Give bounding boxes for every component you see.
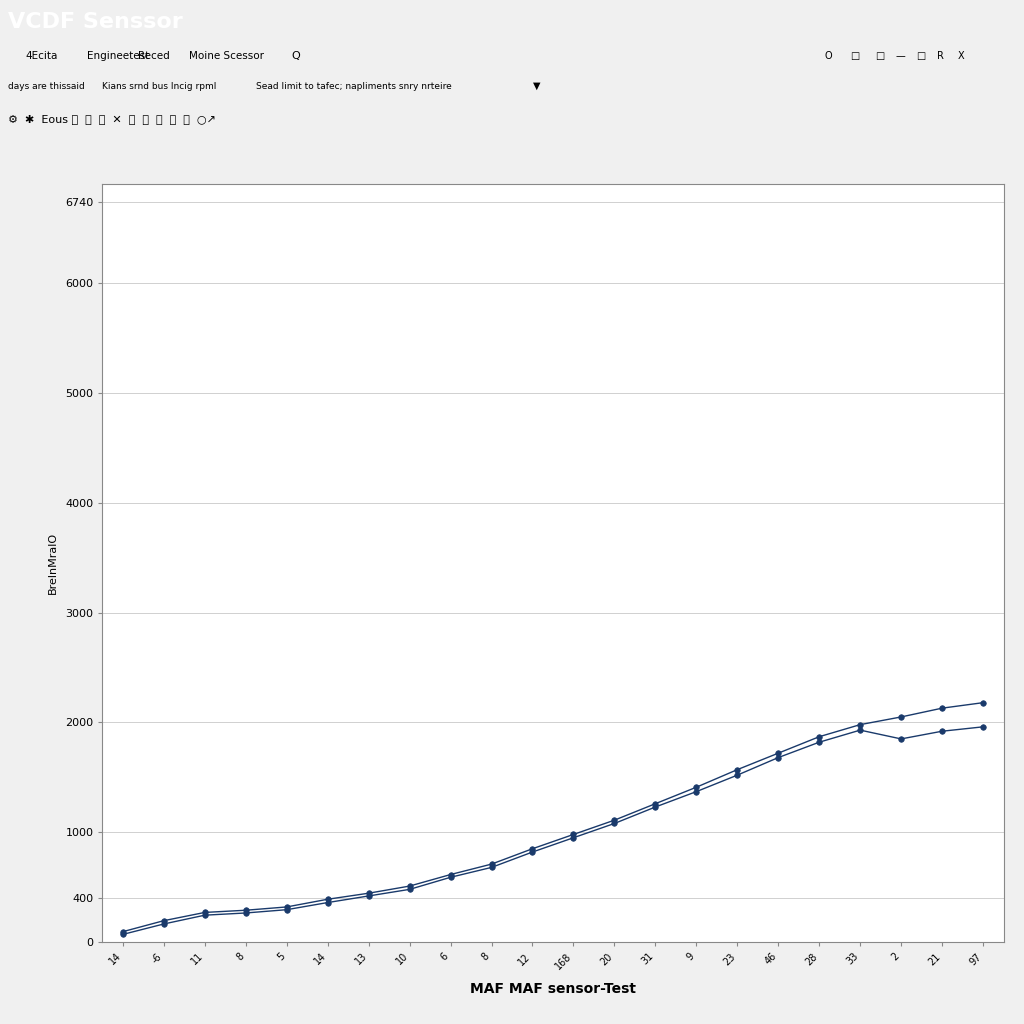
Text: 4Ecita: 4Ecita [26, 51, 58, 60]
Text: days are thissaid: days are thissaid [8, 82, 85, 90]
Text: Kians srnd bus lncig rpml: Kians srnd bus lncig rpml [102, 82, 217, 90]
Text: ▼: ▼ [532, 81, 540, 91]
Text: Moine Scessor: Moine Scessor [189, 51, 264, 60]
Text: Reced: Reced [138, 51, 170, 60]
Text: Q: Q [292, 51, 301, 60]
Text: Engineetest: Engineetest [87, 51, 150, 60]
Text: O: O [824, 51, 831, 60]
Text: □: □ [850, 51, 859, 60]
Text: VCDF Senssor: VCDF Senssor [8, 12, 183, 32]
X-axis label: MAF MAF sensor-Test: MAF MAF sensor-Test [470, 982, 636, 996]
Text: □: □ [876, 51, 885, 60]
Text: ⚙  ✱  Eous ᷾  ⬜  ⬜  ✕  ⬜  ⬜  ⬜  ⬜  ⬜  ○↗: ⚙ ✱ Eous ᷾ ⬜ ⬜ ✕ ⬜ ⬜ ⬜ ⬜ ⬜ ○↗ [8, 115, 216, 125]
Text: R: R [937, 51, 944, 60]
Text: X: X [957, 51, 964, 60]
Text: □: □ [916, 51, 926, 60]
Text: Sead limit to tafec; napliments snry nrteire: Sead limit to tafec; napliments snry nrt… [256, 82, 452, 90]
Text: —: — [896, 51, 906, 60]
Y-axis label: BrelnMralO: BrelnMralO [48, 532, 58, 594]
